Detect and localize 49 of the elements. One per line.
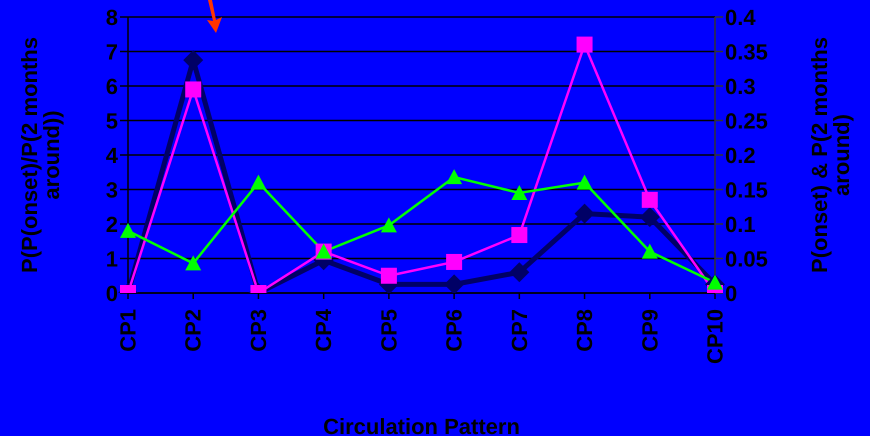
point — [185, 255, 202, 270]
y2-tick-label: 0 — [725, 280, 738, 306]
point — [707, 274, 723, 290]
point — [642, 244, 658, 259]
x-tick-label: CP8 — [572, 309, 598, 352]
y-tick-label: 4 — [106, 142, 119, 168]
point — [576, 174, 593, 190]
point — [380, 217, 397, 232]
x-tick-label: CP2 — [180, 309, 206, 352]
y2-tick-label: 0.4 — [725, 4, 756, 30]
point — [183, 50, 204, 70]
y2-tick-label: 0.05 — [725, 246, 768, 272]
x-tick-label: CP9 — [637, 309, 662, 352]
y-tick-label: 6 — [106, 74, 118, 99]
x-tick-label: CP4 — [311, 308, 336, 352]
y2-tick-label: 0.35 — [725, 39, 768, 64]
point — [640, 207, 660, 228]
x-tick-label: CP10 — [702, 309, 728, 364]
y-tick-label: 3 — [106, 177, 118, 202]
y-tick-label: 7 — [106, 39, 118, 64]
x-tick-label: CP6 — [442, 309, 467, 352]
y-axis-title: P(P(onset)/P(2 months around)) — [16, 37, 64, 273]
x-tick-label: CP1 — [116, 309, 140, 352]
y2-tick-label: 0.15 — [725, 177, 768, 202]
y2-tick-label: 0.25 — [725, 108, 768, 134]
x-tick-label: CP7 — [506, 309, 532, 352]
point — [446, 254, 462, 270]
point — [509, 262, 530, 282]
point — [511, 184, 528, 200]
point — [250, 174, 266, 190]
point — [446, 169, 462, 184]
point — [380, 268, 397, 284]
y2-tick-label: 0.2 — [725, 142, 756, 168]
y-tick-label: 5 — [106, 108, 118, 134]
y-tick-label: 1 — [106, 246, 118, 272]
y-tick-label: 8 — [106, 4, 118, 30]
y-tick-label: 2 — [106, 212, 118, 237]
y2-tick-label: 0.1 — [725, 212, 756, 237]
x-axis-title: Circulation Pattern — [323, 414, 520, 436]
point — [185, 81, 202, 98]
y-tick-label: 0 — [106, 280, 118, 306]
point — [511, 227, 528, 244]
y2-axis-title: P(onset) & P(2 months around) — [806, 37, 854, 273]
point — [574, 204, 595, 224]
y2-tick-label: 0.3 — [725, 74, 756, 99]
x-tick-label: CP5 — [376, 309, 402, 352]
x-tick-label: CP3 — [246, 309, 271, 352]
point — [576, 36, 593, 53]
point — [642, 192, 658, 208]
